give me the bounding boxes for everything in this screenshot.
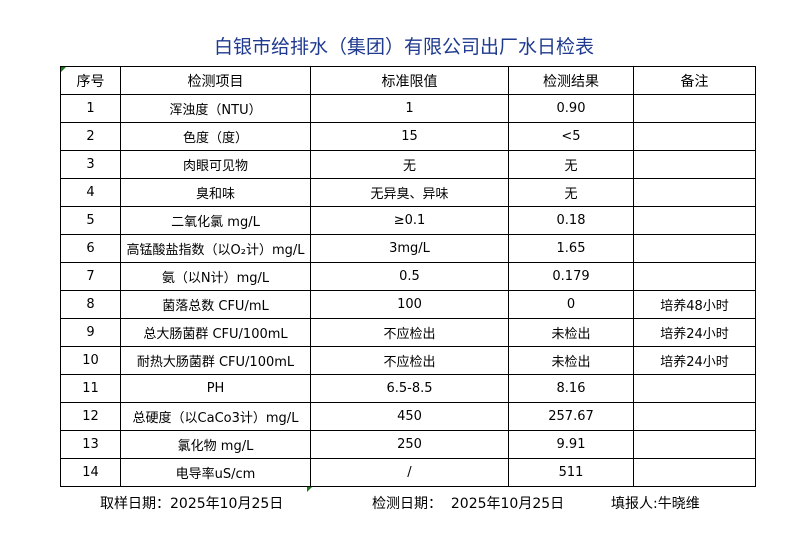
table-cell[interactable]: 培养24小时	[633, 318, 756, 347]
table-cell[interactable]: 色度（度）	[120, 122, 311, 151]
table-cell[interactable]: 菌落总数 CFU/mL	[120, 290, 311, 319]
table-cell[interactable]: 0.179	[508, 262, 634, 291]
table-cell[interactable]	[633, 178, 756, 207]
table-cell[interactable]: 总大肠菌群 CFU/100mL	[120, 318, 311, 347]
table-cell[interactable]: 不应检出	[310, 346, 509, 375]
table-cell[interactable]: 无	[508, 150, 634, 179]
table-row: 1 浑浊度（NTU） 1 0.90	[60, 94, 756, 123]
table-cell[interactable]: 无异臭、异味	[310, 178, 509, 207]
table-cell[interactable]: 3	[60, 150, 121, 179]
table-cell[interactable]: 培养48小时	[633, 290, 756, 319]
table-cell[interactable]: 肉眼可见物	[120, 150, 311, 179]
table-cell[interactable]: /	[310, 458, 509, 487]
table-cell[interactable]: 未检出	[508, 346, 634, 375]
table-cell[interactable]: 0.90	[508, 94, 634, 123]
table-cell[interactable]: 450	[310, 402, 509, 431]
testing-date: 检测日期： 2025年10月25日	[372, 496, 565, 512]
table-cell[interactable]: 0.5	[310, 262, 509, 291]
table-row: 14 电导率uS/cm/511	[60, 458, 756, 487]
table-cell[interactable]	[633, 374, 756, 403]
table-row: 12 总硬度（以CaCo3计）mg/L 450 257.67	[60, 402, 756, 431]
reporter: 填报人:牛晓维	[611, 496, 700, 512]
table-cell[interactable]: 培养24小时	[633, 346, 756, 375]
table-cell[interactable]: 总硬度（以CaCo3计）mg/L	[120, 402, 311, 431]
table-cell[interactable]: 250	[310, 430, 509, 459]
table-cell[interactable]: 二氧化氯 mg/L	[120, 206, 311, 235]
header-cell[interactable]: 检测结果	[508, 66, 634, 95]
table-cell[interactable]: 臭和味	[120, 178, 311, 207]
table-cell[interactable]: 氨（以N计）mg/L	[120, 262, 311, 291]
table-cell[interactable]: 6.5-8.5	[310, 374, 509, 403]
table-row: 3 肉眼可见物无无	[60, 150, 756, 179]
table-cell[interactable]: 257.67	[508, 402, 634, 431]
table-cell[interactable]: 4	[60, 178, 121, 207]
table-cell[interactable]: 氯化物 mg/L	[120, 430, 311, 459]
table-cell[interactable]: 未检出	[508, 318, 634, 347]
table-cell[interactable]	[633, 430, 756, 459]
table-cell[interactable]	[633, 402, 756, 431]
table-cell[interactable]: 511	[508, 458, 634, 487]
table-cell[interactable]	[633, 94, 756, 123]
table-cell[interactable]	[633, 122, 756, 151]
table-cell[interactable]: 1	[60, 94, 121, 123]
table-row: 13 氯化物 mg/L 250 9.91	[60, 430, 756, 459]
table-cell[interactable]: ≥0.1	[310, 206, 509, 235]
table-cell[interactable]: 无	[508, 178, 634, 207]
inspection-table: 序号 检测项目 标准限值 检测结果 备注 1 浑浊度（NTU） 1 0.90 2 色度（度…	[60, 66, 756, 487]
table-cell[interactable]: 1	[310, 94, 509, 123]
table-row: 5 二氧化氯 mg/L ≥0.1 0.18	[60, 206, 756, 235]
table-cell[interactable]: 2	[60, 122, 121, 151]
table-cell[interactable]	[633, 458, 756, 487]
table-cell[interactable]: 8	[60, 290, 121, 319]
cell-marker	[307, 487, 312, 492]
report-title: 白银市给排水（集团）有限公司出厂水日检表	[213, 36, 594, 58]
table-cell[interactable]: 10	[60, 346, 121, 375]
table-cell[interactable]: 100	[310, 290, 509, 319]
table-cell[interactable]: 耐热大肠菌群 CFU/100mL	[120, 346, 311, 375]
table-row: 6 高锰酸盐指数（以O₂计）mg/L 3mg/L 1.65	[60, 234, 756, 263]
table-cell[interactable]: PH	[120, 374, 311, 403]
table-cell[interactable]: 12	[60, 402, 121, 431]
table-row: 2 色度（度） 15 <5	[60, 122, 756, 151]
header-cell[interactable]: 标准限值	[310, 66, 509, 95]
header-cell[interactable]: 序号	[60, 66, 121, 95]
table-cell[interactable]: 9.91	[508, 430, 634, 459]
header-row: 序号 检测项目 标准限值 检测结果 备注	[60, 66, 756, 95]
table-cell[interactable]: 0	[508, 290, 634, 319]
table-row: 10 耐热大肠菌群 CFU/100mL 不应检出 未检出 培养24小时	[60, 346, 756, 375]
table-cell[interactable]: 不应检出	[310, 318, 509, 347]
table-cell[interactable]: 13	[60, 430, 121, 459]
sampling-date: 取样日期：2025年10月25日	[100, 496, 284, 512]
table-cell[interactable]: 6	[60, 234, 121, 263]
table-cell[interactable]: 电导率uS/cm	[120, 458, 311, 487]
table-row: 9 总大肠菌群 CFU/100mL 不应检出 未检出 培养24小时	[60, 318, 756, 347]
table-row: 8 菌落总数 CFU/mL 100 0 培养48小时	[60, 290, 756, 319]
table-cell[interactable]: 无	[310, 150, 509, 179]
table-cell[interactable]: 高锰酸盐指数（以O₂计）mg/L	[120, 234, 311, 263]
table-cell[interactable]: 11	[60, 374, 121, 403]
table-cell[interactable]: 15	[310, 122, 509, 151]
table-cell[interactable]: 5	[60, 206, 121, 235]
table-cell[interactable]	[633, 262, 756, 291]
header-cell[interactable]: 备注	[633, 66, 756, 95]
table-cell[interactable]: 0.18	[508, 206, 634, 235]
header-cell[interactable]: 检测项目	[120, 66, 311, 95]
table-cell[interactable]: 浑浊度（NTU）	[120, 94, 311, 123]
table-cell[interactable]: 14	[60, 458, 121, 487]
table-cell[interactable]	[633, 234, 756, 263]
table-cell[interactable]	[633, 206, 756, 235]
table-cell[interactable]	[633, 150, 756, 179]
table-cell[interactable]: 3mg/L	[310, 234, 509, 263]
table-cell[interactable]: 1.65	[508, 234, 634, 263]
table-cell[interactable]: <5	[508, 122, 634, 151]
table-row: 4 臭和味 无异臭、异味无	[60, 178, 756, 207]
table-row: 7 氨（以N计）mg/L 0.5 0.179	[60, 262, 756, 291]
table-row: 11 PH 6.5-8.5 8.16	[60, 374, 756, 403]
table-cell[interactable]: 9	[60, 318, 121, 347]
table-cell[interactable]: 7	[60, 262, 121, 291]
table-cell[interactable]: 8.16	[508, 374, 634, 403]
